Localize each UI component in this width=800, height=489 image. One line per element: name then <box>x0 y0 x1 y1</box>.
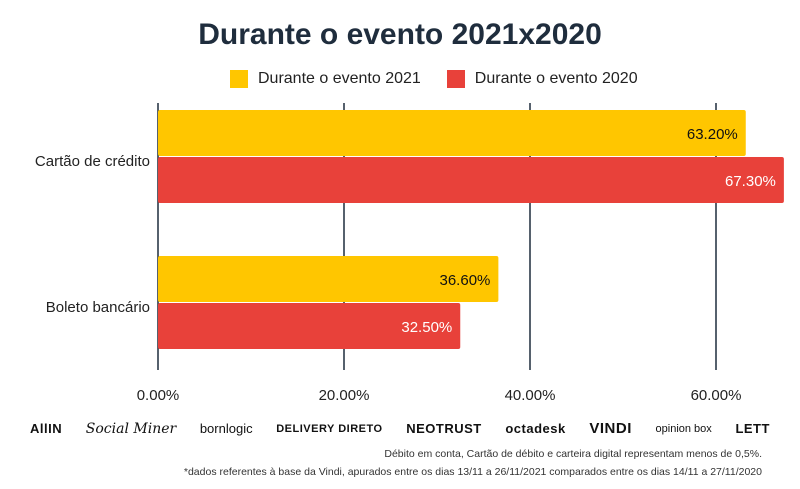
lett-logo: LETT <box>735 421 770 436</box>
x-tick-label: 60.00% <box>691 387 742 404</box>
bar-2021 <box>158 110 746 156</box>
footnote-note: Débito em conta, Cartão de débito e cart… <box>384 448 762 460</box>
octadesk-logo: octadesk <box>505 421 566 436</box>
data-label: 32.50% <box>401 319 452 336</box>
data-label: 63.20% <box>687 126 738 143</box>
category-label: Boleto bancário <box>46 299 150 316</box>
data-label: 67.30% <box>725 173 776 190</box>
bar-2020 <box>158 157 784 203</box>
delivery-direto-logo: DELIVERY DIRETO <box>276 422 383 435</box>
legend-label-2020: Durante o evento 2020 <box>474 70 638 87</box>
legend-swatch-2020 <box>446 70 465 88</box>
vindi-logo: VINDI <box>589 420 632 437</box>
bar-2020 <box>158 303 461 349</box>
legend-label-2021: Durante o evento 2021 <box>258 70 421 87</box>
chart-legend: Durante o evento 2021 Durante o evento 2… <box>230 70 638 88</box>
footnote-data-source: *dados referentes à base da Vindi, apura… <box>183 466 762 478</box>
x-tick-label: 40.00% <box>505 387 556 404</box>
sponsor-logos: AllIN Social Miner bornlogic DELIVERY DI… <box>30 420 770 437</box>
legend-item-2020: Durante o evento 2020 <box>446 70 638 88</box>
x-tick-label: 20.00% <box>319 387 370 404</box>
bar-chart: 0.00% 20.00% 40.00% 60.00% 63.20% 67.30% Cartã… <box>35 103 784 404</box>
chart-title: Durante o evento 2021x2020 <box>198 18 602 51</box>
opinion-box-logo: opinion box <box>655 422 712 435</box>
bornlogic-logo: bornlogic <box>199 421 253 436</box>
social-miner-logo: Social Miner <box>85 420 177 437</box>
legend-item-2021: Durante o evento 2021 <box>230 70 421 88</box>
bar-2021 <box>158 256 499 302</box>
x-tick-label: 0.00% <box>137 387 180 404</box>
neotrust-logo: NEOTRUST <box>406 421 482 436</box>
allin-logo: AllIN <box>30 421 63 436</box>
legend-swatch-2021 <box>230 70 248 88</box>
category-label: Cartão de crédito <box>35 153 150 170</box>
data-label: 36.60% <box>440 272 491 289</box>
